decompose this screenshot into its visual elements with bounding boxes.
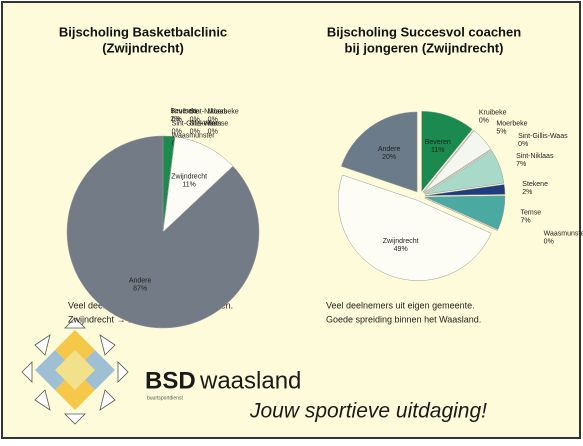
slice-label: Stekene — [522, 181, 548, 188]
chart-title: Bijscholing Succesvol coachen — [327, 24, 521, 39]
slice-value: 2% — [170, 116, 180, 123]
pie-slice — [424, 184, 506, 196]
slice-label: Sint-Gillis-Waas — [172, 121, 222, 128]
slice-label: Kruibeke — [172, 109, 200, 116]
pie-slice — [424, 197, 498, 231]
slice-label: Moerbeke — [208, 109, 239, 116]
slice-value: 49% — [394, 246, 408, 253]
pie-slice — [162, 136, 234, 233]
slice-label: Kruibeke — [479, 109, 507, 116]
slice-label: Temse — [521, 209, 542, 216]
slice-label: Beveren — [425, 139, 451, 146]
caption: Goede spreiding binnen het Waasland. — [326, 314, 481, 324]
slice-value: 5% — [496, 128, 506, 135]
slice-label: Moerbeke — [496, 120, 527, 127]
slice-label: Waasmunster — [172, 133, 216, 140]
slice-label: Sint-Gillis-Waas — [518, 133, 568, 140]
brand: waasland — [199, 367, 301, 394]
slice-value: 2% — [522, 189, 532, 196]
slice-value: 0% — [190, 129, 200, 136]
pie-slice — [424, 149, 492, 194]
slice-label: Sint-Niklaas — [516, 153, 554, 160]
slice-value: 0% — [172, 129, 182, 136]
pie-slice — [422, 129, 474, 193]
slice-label: Zwijndrecht — [383, 238, 419, 245]
pie-slice — [338, 174, 492, 281]
pie-slice — [424, 195, 506, 230]
pie-slice — [421, 111, 473, 192]
chart-title: bij jongeren (Zwijndrecht) — [345, 40, 504, 55]
pie-slice — [423, 130, 492, 193]
slice-label: Waasmunster — [544, 231, 583, 238]
pie-slice — [66, 135, 260, 329]
slice-value: 11% — [431, 147, 445, 154]
slice-value: 7% — [521, 217, 531, 224]
slice-label: Zwijndrecht — [171, 174, 207, 181]
slice-value: 0% — [479, 117, 489, 124]
pie-slice — [424, 150, 505, 195]
slice-value: 0% — [208, 129, 218, 136]
slice-label: Andere — [129, 278, 152, 285]
brand-bold: BSD — [145, 367, 196, 394]
chart-title: Bijscholing Basketbalclinic — [59, 24, 227, 39]
slogan: Jouw sportieve uitdaging! — [249, 400, 487, 423]
slice-label: Temse — [208, 121, 229, 128]
caption: Veel deelnemers uit eigen gemeente. — [326, 300, 475, 310]
slice-value: 20% — [382, 154, 396, 161]
slice-label: Andere — [378, 146, 401, 153]
slice-value: 0% — [172, 117, 182, 124]
logo-icon — [21, 317, 129, 425]
brand-sub: buurtsportdienst — [147, 395, 183, 401]
slice-value: 0% — [518, 141, 528, 148]
slice-value: 0% — [544, 239, 554, 246]
slice-value: 0% — [190, 117, 200, 124]
chart-title: (Zwijndrecht) — [102, 40, 184, 55]
slice-label: Beveren — [170, 108, 196, 115]
slice-label: Stekene — [190, 121, 216, 128]
slice-label: Sint-Niklaas — [190, 109, 228, 116]
slice-value: 87% — [133, 286, 147, 293]
pie-slice — [341, 111, 418, 193]
slice-value: 11% — [182, 182, 196, 189]
slice-value: 7% — [516, 161, 526, 168]
slice-value: 0% — [208, 117, 218, 124]
